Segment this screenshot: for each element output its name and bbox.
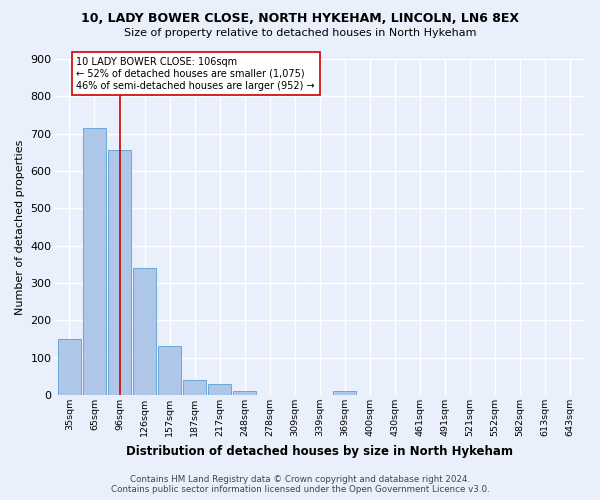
Bar xyxy=(133,268,156,395)
Bar xyxy=(158,346,181,395)
Bar xyxy=(183,380,206,395)
Text: Contains HM Land Registry data © Crown copyright and database right 2024.
Contai: Contains HM Land Registry data © Crown c… xyxy=(110,474,490,494)
Bar xyxy=(208,384,231,395)
Text: 10 LADY BOWER CLOSE: 106sqm
← 52% of detached houses are smaller (1,075)
46% of : 10 LADY BOWER CLOSE: 106sqm ← 52% of det… xyxy=(76,58,315,90)
Bar xyxy=(333,391,356,395)
X-axis label: Distribution of detached houses by size in North Hykeham: Distribution of detached houses by size … xyxy=(126,444,513,458)
Y-axis label: Number of detached properties: Number of detached properties xyxy=(15,140,25,314)
Bar xyxy=(233,391,256,395)
Bar xyxy=(108,150,131,395)
Text: Size of property relative to detached houses in North Hykeham: Size of property relative to detached ho… xyxy=(124,28,476,38)
Bar xyxy=(58,339,81,395)
Bar xyxy=(83,128,106,395)
Text: 10, LADY BOWER CLOSE, NORTH HYKEHAM, LINCOLN, LN6 8EX: 10, LADY BOWER CLOSE, NORTH HYKEHAM, LIN… xyxy=(81,12,519,26)
